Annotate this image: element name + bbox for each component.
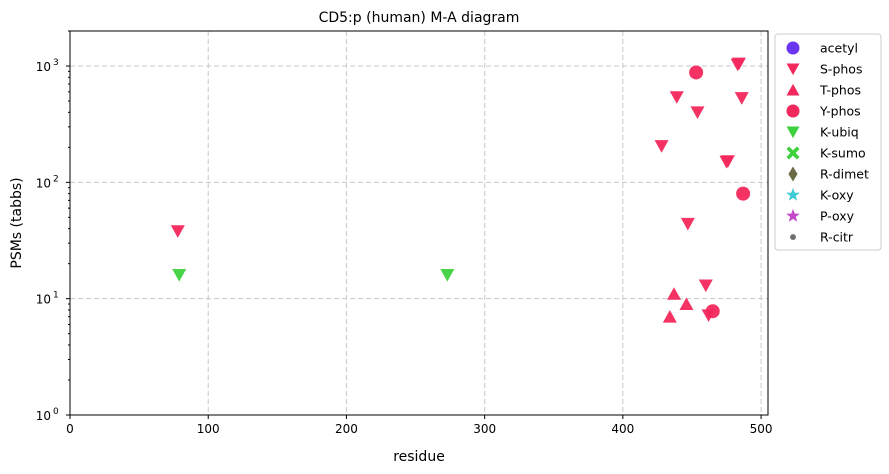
s-phos-point	[170, 225, 185, 238]
x-axis-label: residue	[393, 449, 445, 465]
s-phos-point	[720, 155, 735, 168]
grid	[70, 31, 768, 415]
y-tick-label: 10	[36, 293, 51, 307]
legend-marker-r-dimet	[788, 166, 798, 182]
x-tick-label: 0	[66, 422, 74, 436]
legend-marker-k-oxy	[786, 187, 800, 201]
y-tick-exponent: 1	[53, 291, 59, 301]
x-tick-label: 400	[611, 422, 634, 436]
y-phos-point	[736, 186, 751, 201]
k-ubiq-point	[440, 268, 455, 282]
legend-frame	[774, 33, 882, 251]
legend-marker-s-phos	[786, 63, 800, 76]
legend-label-k-sumo: K-sumo	[820, 146, 866, 161]
legend: acetyl S-phos T-phos Y-phos K-ubiq K-sumo R-di…	[774, 33, 882, 251]
y-tick-label: 10	[36, 60, 51, 74]
s-phos-point	[680, 217, 695, 231]
x-tick-label: 300	[473, 422, 496, 436]
legend-label-s-phos: S-phos	[820, 62, 862, 77]
legend-label-acetyl: acetyl	[820, 41, 858, 56]
x-tick-label: 100	[197, 422, 220, 436]
legend-marker-k-sumo	[786, 146, 800, 160]
legend-label-k-oxy: K-oxy	[820, 188, 854, 203]
y-phos-point	[705, 304, 720, 319]
legend-label-p-oxy: P-oxy	[820, 209, 855, 224]
legend-label-y-phos: Y-phos	[819, 104, 861, 119]
legend-label-r-citr: R-citr	[820, 230, 854, 245]
s-phos-point	[669, 91, 684, 104]
x-axis: 0 100 200 300 400 500	[66, 415, 773, 436]
legend-marker-acetyl	[786, 41, 800, 55]
s-phos-point	[734, 92, 749, 105]
legend-marker-y-phos	[786, 104, 800, 118]
legend-marker-t-phos	[786, 83, 800, 96]
y-tick-label: 10	[36, 409, 51, 423]
data-points	[170, 57, 751, 323]
plot-frame	[69, 30, 769, 416]
y-tick-label: 10	[36, 176, 51, 190]
legend-marker-k-ubiq	[786, 126, 800, 139]
chart-title: CD5:p (human) M-A diagram	[319, 10, 520, 26]
t-phos-point	[667, 287, 682, 300]
y-tick-exponent: 0	[53, 407, 59, 417]
y-tick-exponent: 3	[53, 58, 59, 68]
s-phos-point	[731, 57, 746, 71]
k-ubiq-point	[172, 268, 187, 282]
legend-label-t-phos: T-phos	[819, 83, 861, 98]
x-tick-label: 200	[335, 422, 358, 436]
legend-marker-p-oxy	[786, 208, 800, 222]
legend-label-k-ubiq: K-ubiq	[820, 125, 859, 140]
legend-marker-r-citr	[790, 234, 796, 240]
x-tick-label: 500	[750, 422, 773, 436]
legend-label-r-dimet: R-dimet	[820, 167, 869, 182]
s-phos-point	[690, 106, 705, 119]
t-phos-point	[662, 310, 677, 323]
y-axis-label: PSMs (tabbs)	[9, 177, 25, 268]
t-phos-point	[679, 297, 694, 310]
s-phos-point	[654, 140, 669, 153]
y-phos-point	[689, 65, 704, 80]
s-phos-point	[698, 279, 713, 293]
y-tick-exponent: 2	[53, 174, 59, 184]
